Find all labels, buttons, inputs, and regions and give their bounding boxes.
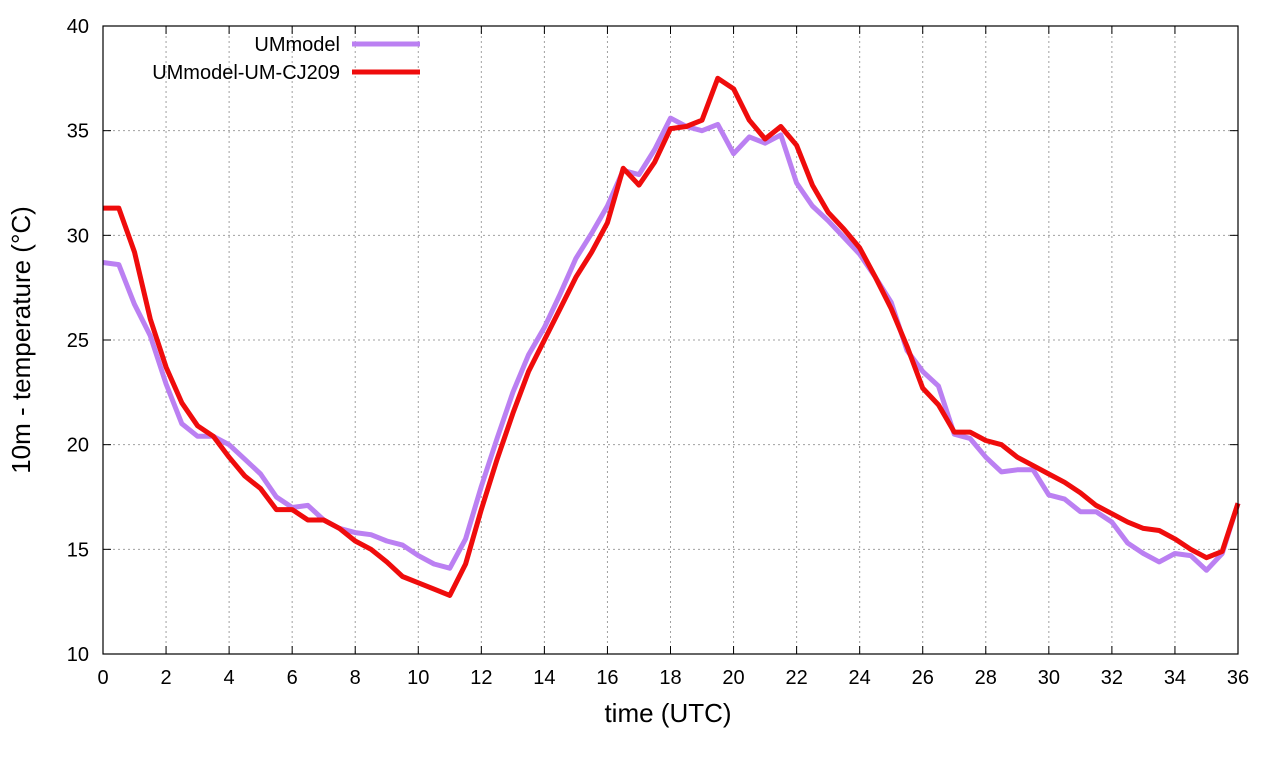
y-tick-label: 10 bbox=[67, 644, 89, 666]
x-tick-label: 26 bbox=[912, 667, 934, 689]
legend-label: UMmodel bbox=[254, 34, 340, 56]
series-line-ummodel-um-cj209 bbox=[103, 75, 1241, 598]
y-tick-label: 35 bbox=[67, 121, 89, 143]
x-tick-label: 28 bbox=[975, 667, 997, 689]
x-tick-label: 8 bbox=[350, 667, 361, 689]
x-tick-label: 10 bbox=[407, 667, 429, 689]
grid bbox=[103, 26, 1238, 654]
x-tick-label: 20 bbox=[722, 667, 744, 689]
x-tick-label: 16 bbox=[596, 667, 618, 689]
x-tick-label: 36 bbox=[1227, 667, 1249, 689]
x-tick-label: 18 bbox=[659, 667, 681, 689]
legend-label: UMmodel-UM-CJ209 bbox=[152, 62, 340, 84]
y-tick-label: 40 bbox=[67, 16, 89, 38]
x-tick-label: 24 bbox=[849, 667, 871, 689]
y-axis-title: 10m - temperature (°C) bbox=[6, 206, 36, 474]
x-axis-title: time (UTC) bbox=[604, 698, 731, 728]
legend: UMmodel UMmodel-UM-CJ209 bbox=[152, 34, 420, 84]
x-tick-label: 32 bbox=[1101, 667, 1123, 689]
axis-ticks: 0 2 4 6 8 10 12 14 16 18 20 22 24 26 28 30 32 34 361015202… bbox=[67, 16, 1249, 689]
y-tick-label: 25 bbox=[67, 330, 89, 352]
x-tick-label: 12 bbox=[470, 667, 492, 689]
x-tick-label: 0 bbox=[97, 667, 108, 689]
y-tick-label: 15 bbox=[67, 539, 89, 561]
x-tick-label: 6 bbox=[287, 667, 298, 689]
y-tick-label: 20 bbox=[67, 435, 89, 457]
x-tick-label: 14 bbox=[533, 667, 555, 689]
y-tick-label: 30 bbox=[67, 225, 89, 247]
x-tick-label: 22 bbox=[785, 667, 807, 689]
x-tick-label: 4 bbox=[224, 667, 235, 689]
x-tick-label: 30 bbox=[1038, 667, 1060, 689]
x-tick-label: 2 bbox=[160, 667, 171, 689]
series-layer bbox=[102, 75, 1241, 598]
x-tick-label: 34 bbox=[1164, 667, 1186, 689]
